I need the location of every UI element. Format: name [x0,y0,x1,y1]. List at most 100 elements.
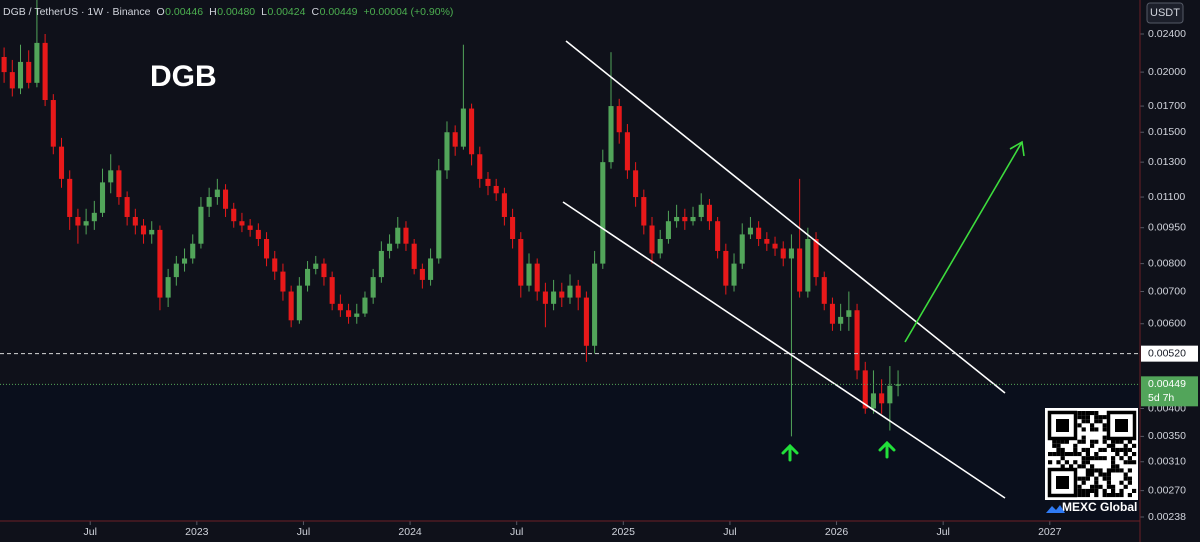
candle-body [436,170,442,259]
qr-cell [1123,484,1128,489]
qr-cell [1094,456,1099,461]
candle-body [592,263,598,346]
candle-body [165,277,171,298]
candle-body [870,393,876,409]
candle-body [715,221,721,251]
qr-cell [1111,493,1116,498]
qr-cell [1119,488,1124,493]
qr-cell [1077,452,1082,457]
qr-cell [1102,456,1107,461]
qr-cell [1077,476,1082,481]
candle-body [616,106,622,133]
qr-cell [1090,472,1095,477]
qr-finder [1047,410,1078,441]
candle-body [567,285,573,298]
qr-cell [1073,452,1078,457]
candle-body [116,170,122,198]
candle-body [731,263,737,286]
candle-body [674,216,680,222]
candle-body [723,250,729,286]
candle-body [34,42,40,83]
candle-body [657,238,663,254]
qr-cell [1081,460,1086,465]
price-line-label: 0.00520 [1148,347,1186,359]
candle-body [288,291,294,321]
qr-cell [1102,493,1107,498]
y-tick-label: 0.01300 [1148,156,1186,168]
qr-finder-core [1115,419,1128,432]
qr-cell [1085,447,1090,452]
qr-cell [1081,488,1086,493]
qr-cell [1060,452,1065,457]
target-arrow [904,140,1025,343]
y-tick-label: 0.00700 [1148,285,1186,297]
header-item: H [209,6,217,18]
candle-body [469,108,475,155]
qr-cell [1081,480,1086,485]
qr-cell [1060,439,1065,444]
qr-cell [1085,460,1090,465]
candle-body [140,225,147,235]
qr-finder [1047,467,1078,498]
qr-cell [1132,460,1137,465]
candle-body [575,285,581,298]
qr-cell [1056,439,1061,444]
qr-cell [1123,460,1128,465]
qr-cell [1111,456,1116,461]
candle-body [157,229,163,298]
qr-cell [1127,468,1132,473]
candle-body [641,197,647,226]
candle-body [551,291,557,304]
qr-cell [1052,439,1057,444]
qr-cell [1077,423,1082,428]
y-tick-label: 0.02000 [1148,66,1186,78]
qr-cell [1060,464,1065,469]
qr-cell [1056,443,1061,448]
qr-cell [1102,423,1107,428]
y-tick-label: 0.00350 [1148,430,1186,442]
candle-body [600,162,606,264]
qr-cell [1060,456,1065,461]
candle-body [838,316,844,324]
candle-body [370,277,376,298]
candle-body [231,208,237,222]
qr-cell [1073,447,1078,452]
candle-body [460,108,466,147]
last-price-label: 0.00449 [1148,378,1186,390]
header-item: 0.00480 [217,6,255,18]
qr-cell [1119,468,1124,473]
y-tick-label: 0.00270 [1148,484,1186,496]
y-tick-label: 0.00238 [1148,511,1186,523]
candle-body [419,268,425,280]
qr-cell [1111,447,1116,452]
candle-body [296,285,302,321]
qr-finder-core [1056,476,1069,489]
candle-body [190,243,196,259]
candle-body [395,227,401,244]
qr-cell [1123,452,1128,457]
x-tick-label: Jul [723,526,736,538]
candle-body [879,393,885,404]
qr-cell [1106,472,1111,477]
qr-cell [1073,460,1078,465]
x-tick-label: 2024 [398,526,422,538]
candle-body [805,238,811,292]
candle-body [895,384,901,386]
qr-cell [1106,443,1111,448]
candle-body [222,189,229,209]
qr-cell [1115,493,1120,498]
header-item: C [311,6,319,18]
qr-cell [1123,443,1128,448]
candle-body [665,221,671,239]
qr-cell [1094,439,1099,444]
qr-cell [1094,476,1099,481]
candle-body [493,185,499,194]
qr-cell [1048,452,1053,457]
qr-cell [1064,460,1069,465]
qr-cell [1077,484,1082,489]
qr-cell [1094,427,1099,432]
qr-cell [1085,493,1090,498]
candle-body [67,178,73,217]
qr-cell [1090,488,1095,493]
